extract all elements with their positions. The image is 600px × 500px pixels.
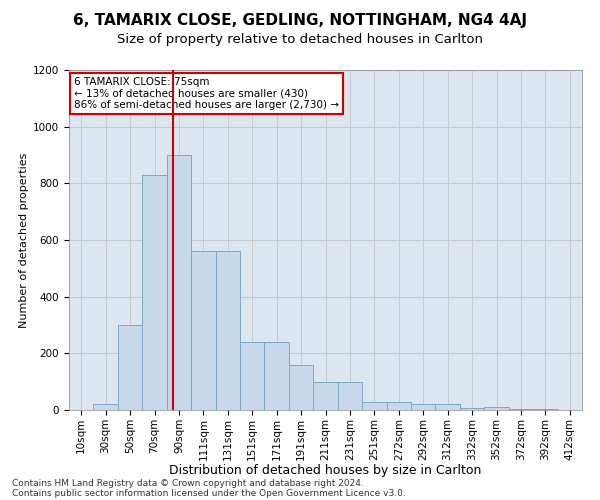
Y-axis label: Number of detached properties: Number of detached properties xyxy=(19,152,29,328)
Bar xyxy=(240,342,265,410)
Bar xyxy=(509,408,533,410)
Bar xyxy=(338,382,362,410)
Bar xyxy=(313,382,338,410)
Bar xyxy=(362,402,386,410)
Text: Contains HM Land Registry data © Crown copyright and database right 2024.: Contains HM Land Registry data © Crown c… xyxy=(12,478,364,488)
Bar xyxy=(215,252,240,410)
Text: Contains public sector information licensed under the Open Government Licence v3: Contains public sector information licen… xyxy=(12,488,406,498)
Bar xyxy=(142,175,167,410)
Bar xyxy=(436,404,460,410)
Bar xyxy=(118,325,142,410)
Bar xyxy=(386,402,411,410)
Text: Size of property relative to detached houses in Carlton: Size of property relative to detached ho… xyxy=(117,32,483,46)
X-axis label: Distribution of detached houses by size in Carlton: Distribution of detached houses by size … xyxy=(169,464,482,477)
Bar xyxy=(411,404,436,410)
Bar xyxy=(167,155,191,410)
Text: 6 TAMARIX CLOSE: 75sqm
← 13% of detached houses are smaller (430)
86% of semi-de: 6 TAMARIX CLOSE: 75sqm ← 13% of detached… xyxy=(74,77,339,110)
Bar xyxy=(191,252,215,410)
Bar xyxy=(265,342,289,410)
Text: 6, TAMARIX CLOSE, GEDLING, NOTTINGHAM, NG4 4AJ: 6, TAMARIX CLOSE, GEDLING, NOTTINGHAM, N… xyxy=(73,12,527,28)
Bar xyxy=(533,409,557,410)
Bar xyxy=(289,364,313,410)
Bar xyxy=(484,407,509,410)
Bar xyxy=(94,404,118,410)
Bar xyxy=(460,408,484,410)
